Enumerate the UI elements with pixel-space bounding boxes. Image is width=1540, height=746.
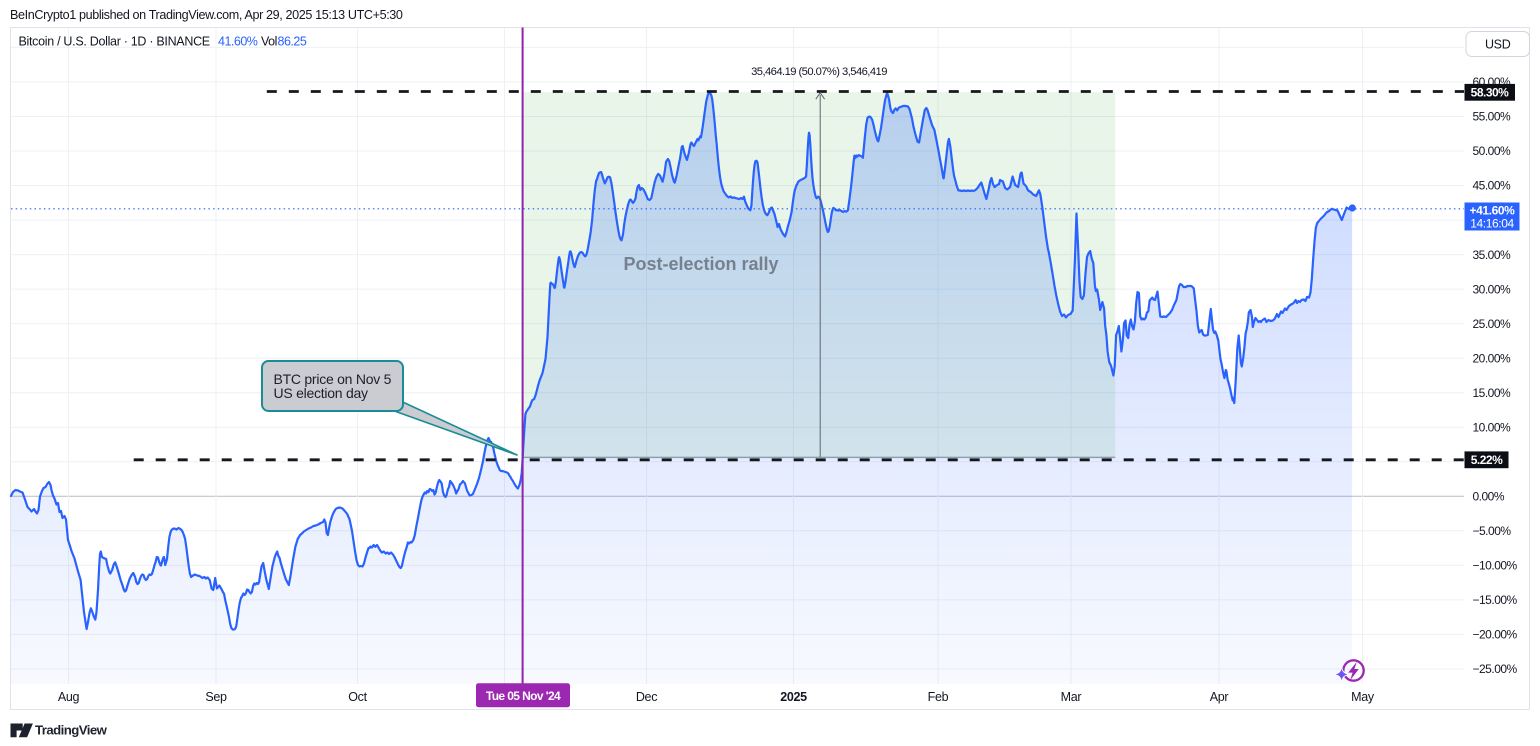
svg-text:BTC price on Nov 5: BTC price on Nov 5 — [274, 371, 392, 387]
svg-text:14:16:04: 14:16:04 — [1470, 217, 1514, 231]
svg-text:−10.00%: −10.00% — [1473, 559, 1518, 573]
svg-text:15.00%: 15.00% — [1473, 386, 1512, 400]
svg-text:Bitcoin / U.S. Dollar · 1D · B: Bitcoin / U.S. Dollar · 1D · BINANCE — [19, 34, 210, 48]
svg-text:2025: 2025 — [780, 690, 807, 704]
svg-text:30.00%: 30.00% — [1473, 282, 1512, 296]
svg-text:Post-election rally: Post-election rally — [623, 254, 778, 274]
svg-text:35.00%: 35.00% — [1473, 248, 1512, 262]
svg-text:Oct: Oct — [348, 690, 367, 704]
svg-text:−25.00%: −25.00% — [1473, 662, 1518, 676]
svg-text:20.00%: 20.00% — [1473, 351, 1512, 365]
svg-text:TradingView: TradingView — [35, 723, 108, 738]
svg-text:Apr: Apr — [1210, 690, 1229, 704]
svg-text:25.00%: 25.00% — [1473, 317, 1512, 331]
svg-text:BeInCrypto1 published on Tradi: BeInCrypto1 published on TradingView.com… — [10, 8, 403, 22]
svg-text:45.00%: 45.00% — [1473, 179, 1512, 193]
svg-text:Aug: Aug — [58, 690, 80, 704]
svg-text:Tue 05 Nov '24: Tue 05 Nov '24 — [486, 689, 561, 703]
svg-text:US election day: US election day — [274, 385, 369, 401]
svg-text:Vol: Vol — [261, 34, 277, 48]
svg-text:−20.00%: −20.00% — [1473, 628, 1518, 642]
svg-text:+41.60%: +41.60% — [1470, 203, 1516, 217]
svg-text:86.25: 86.25 — [278, 34, 307, 48]
svg-text:10.00%: 10.00% — [1473, 420, 1512, 434]
svg-text:May: May — [1351, 690, 1375, 704]
svg-text:55.00%: 55.00% — [1473, 110, 1512, 124]
svg-text:USD: USD — [1485, 37, 1511, 51]
svg-text:5.22%: 5.22% — [1471, 453, 1503, 467]
svg-text:−5.00%: −5.00% — [1473, 524, 1512, 538]
svg-text:Dec: Dec — [636, 690, 657, 704]
svg-text:58.30%: 58.30% — [1471, 86, 1510, 100]
svg-text:50.00%: 50.00% — [1473, 144, 1512, 158]
svg-text:Mar: Mar — [1061, 690, 1082, 704]
svg-text:Sep: Sep — [205, 690, 227, 704]
svg-text:Feb: Feb — [928, 690, 949, 704]
svg-text:41.60%: 41.60% — [218, 34, 258, 48]
svg-text:−15.00%: −15.00% — [1473, 593, 1518, 607]
svg-text:0.00%: 0.00% — [1473, 490, 1505, 504]
svg-text:35,464.19 (50.07%) 3,546,419: 35,464.19 (50.07%) 3,546,419 — [751, 66, 887, 78]
